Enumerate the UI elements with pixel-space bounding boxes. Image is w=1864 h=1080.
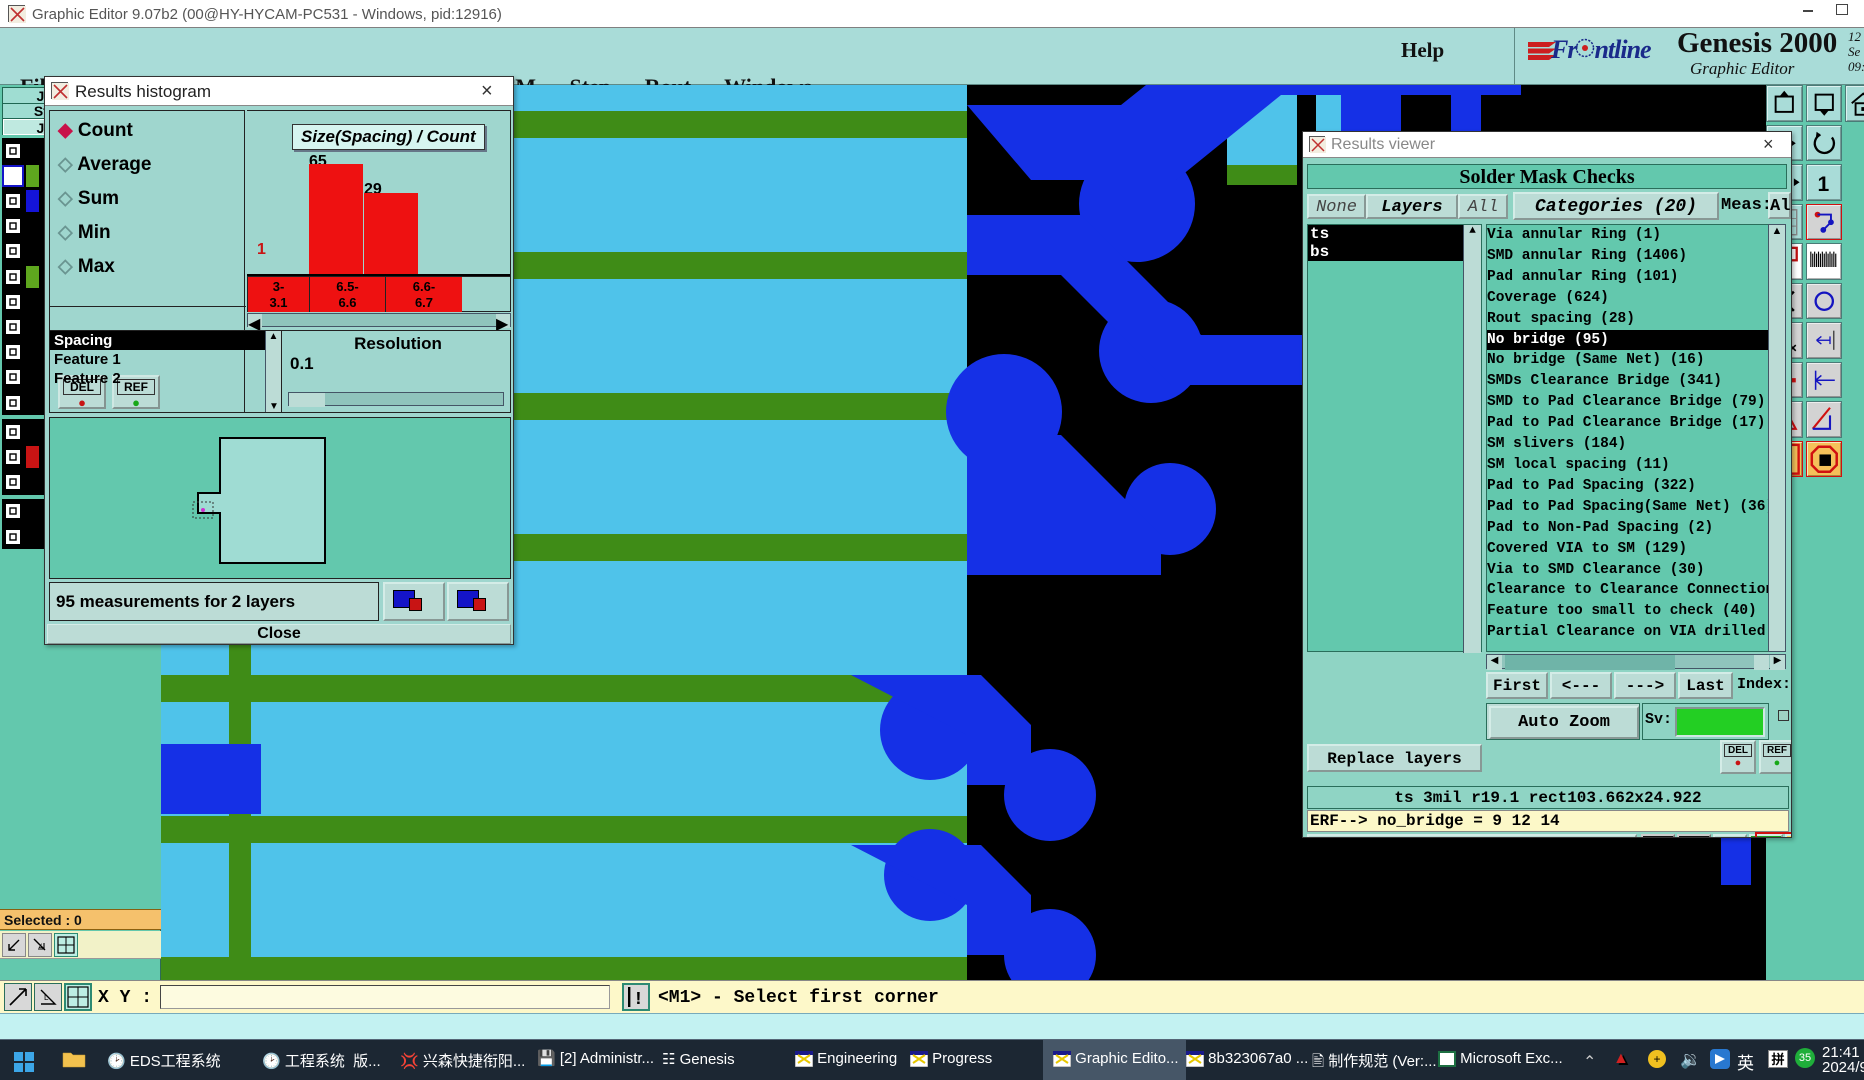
svg-text:!: ! bbox=[633, 990, 644, 1010]
svg-text:L: L bbox=[44, 993, 49, 1002]
svg-text:1: 1 bbox=[1817, 173, 1829, 196]
svg-text:∠: ∠ bbox=[38, 943, 43, 950]
